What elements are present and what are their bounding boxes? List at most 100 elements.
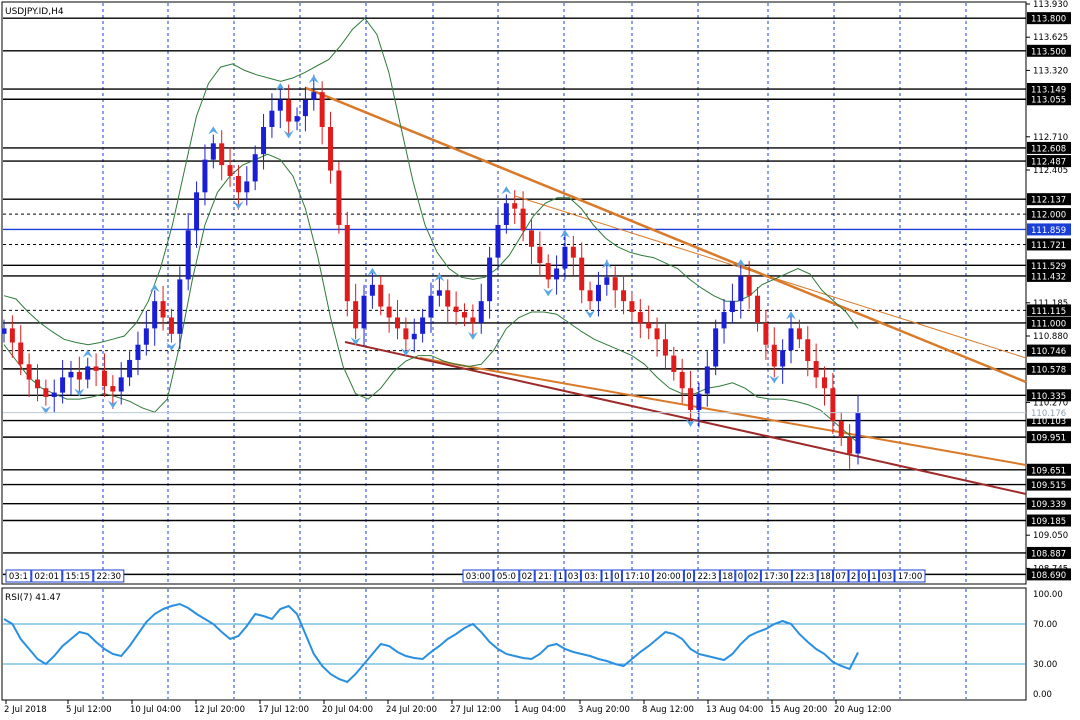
candle-body [755, 295, 761, 323]
session-box [833, 569, 849, 583]
candle-body [746, 276, 752, 296]
candle-body [361, 295, 367, 329]
session-box [534, 569, 556, 583]
candle-body [487, 257, 493, 302]
trend-line [344, 341, 1027, 495]
session-box [565, 569, 581, 583]
fractal-up-arrow [208, 126, 219, 135]
fractal-down-arrow [769, 375, 780, 384]
session-box [745, 569, 761, 583]
session-box [652, 569, 684, 583]
candle-body [587, 290, 593, 302]
candle-body [771, 344, 777, 367]
date-tick-label: 15 Aug 20:00 [770, 705, 827, 715]
candle-body [319, 92, 325, 128]
candle-body [721, 312, 727, 329]
candle-body [26, 364, 32, 380]
price-tick-label: 110.880 [1033, 332, 1068, 342]
session-box [611, 569, 622, 583]
level-price-tag [1027, 83, 1071, 96]
level-price-tag [1027, 389, 1071, 402]
candle-body [286, 99, 292, 122]
candle-body [261, 127, 267, 155]
candle-body [369, 284, 375, 296]
session-box [858, 569, 869, 583]
level-price-label: 113.149 [1031, 86, 1066, 96]
session-label: 05:0 [497, 572, 516, 582]
level-price-tag [1027, 238, 1071, 251]
candle-body [796, 328, 802, 340]
candle-body [411, 333, 417, 340]
candle-body [235, 175, 241, 193]
level-price-label: 110.578 [1031, 365, 1066, 375]
trend-line [305, 86, 1027, 384]
level-price-label: 108.887 [1031, 549, 1066, 559]
price-tick-label: 113.930 [1033, 0, 1068, 10]
fractal-down-arrow [467, 331, 478, 340]
candle-body [403, 328, 409, 340]
price-tick-label: 112.710 [1033, 133, 1068, 143]
price-tick-label: 111.185 [1033, 299, 1068, 309]
level-price-tag [1027, 431, 1071, 444]
fractal-up-arrow [367, 267, 378, 276]
level-price-tag [1027, 463, 1071, 476]
session-label: 18 [820, 572, 831, 582]
level-price-label: 111.529 [1031, 262, 1066, 272]
price-tick-label: 113.320 [1033, 66, 1068, 76]
session-box [462, 569, 494, 583]
chart-title: USDJPY.ID,H4 [5, 7, 64, 17]
candle-body [93, 366, 99, 371]
candle-body [662, 339, 668, 356]
current-price-tag [1027, 406, 1071, 419]
fractal-down-arrow [107, 400, 118, 409]
candle-body [18, 342, 24, 365]
level-price-label: 110.103 [1031, 417, 1066, 427]
session-label: 18 [722, 572, 733, 582]
candle-body [512, 203, 518, 209]
level-price-label: 109.185 [1031, 517, 1066, 527]
candle-body [76, 371, 82, 380]
session-label: 03 [881, 572, 892, 582]
candle-body [537, 246, 543, 264]
rsi-indicator: 100.00 70.00 30.00 0.00 [3, 590, 1063, 700]
level-price-label: 111.000 [1031, 319, 1066, 329]
level-price-tag [1027, 44, 1071, 57]
level-price-tag [1027, 316, 1071, 329]
date-tick-label: 20 Aug 12:00 [834, 705, 891, 715]
session-label: 22:3 [697, 572, 716, 582]
candle-body [478, 301, 484, 323]
candle-body [545, 263, 551, 280]
level-price-label: 109.651 [1031, 466, 1066, 476]
trend-line [419, 357, 1027, 466]
session-box [760, 569, 792, 583]
session-box [735, 569, 746, 583]
level-price-label: 109.951 [1031, 434, 1066, 444]
session-box [791, 569, 818, 583]
session-label: 03 [568, 572, 579, 582]
candle-body [528, 230, 534, 247]
level-price-label: 113.800 [1031, 15, 1066, 25]
fractal-down-arrow [166, 342, 177, 351]
candle-body [654, 328, 660, 340]
candle-body [671, 355, 677, 372]
fractal-up-arrow [601, 260, 612, 269]
candle-body [595, 284, 601, 302]
fractal-arrows [40, 75, 797, 428]
date-tick-label: 27 Jul 12:00 [450, 705, 501, 715]
candles [1, 74, 861, 469]
level-price-tag [1027, 141, 1071, 154]
candle-body [646, 322, 652, 329]
fractal-down-arrow [233, 201, 244, 210]
candle-body [470, 317, 476, 323]
level-price-label: 111.115 [1031, 307, 1066, 317]
level-price-label: 111.721 [1031, 241, 1066, 251]
candle-body [311, 92, 317, 100]
level-price-tag [1027, 344, 1071, 357]
candle-body [302, 99, 308, 117]
candle-body [838, 420, 844, 438]
level-price-label: 112.137 [1031, 196, 1066, 206]
candle-body [428, 295, 434, 318]
candle-body [461, 312, 467, 318]
session-box [817, 569, 834, 583]
candle-body [227, 165, 233, 176]
